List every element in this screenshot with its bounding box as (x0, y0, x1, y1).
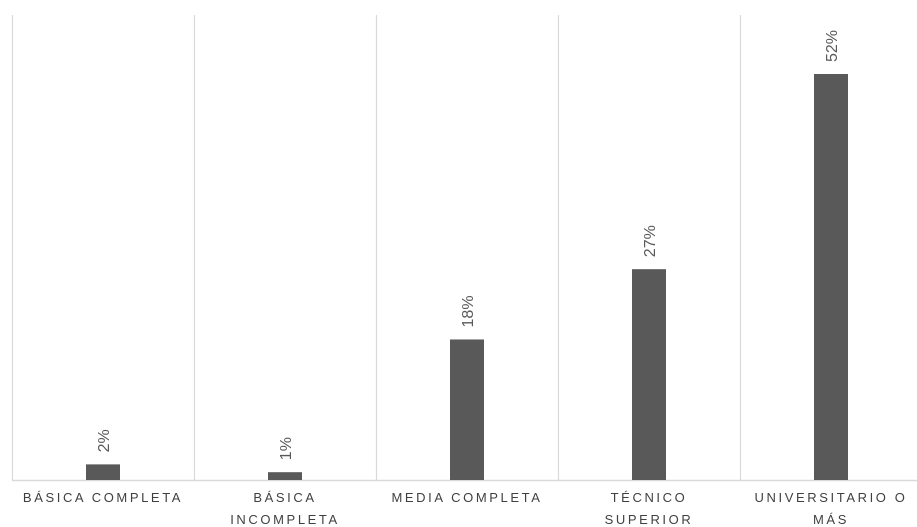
category-label-5-line-1: UNIVERSITARIO O (755, 490, 908, 505)
bar-1 (86, 464, 120, 480)
category-label-2-line-2: INCOMPLETA (230, 512, 340, 527)
bar-5 (814, 74, 848, 480)
bars (86, 74, 848, 480)
data-labels: 2% 1% 18% 27% 52% (96, 30, 841, 460)
category-label-2-line-1: BÁSICA (253, 490, 316, 505)
category-label-4-line-1: TÉCNICO (611, 490, 688, 505)
data-label-1: 2% (96, 429, 113, 452)
category-label-1: BÁSICA COMPLETA (23, 490, 183, 505)
data-label-2: 1% (278, 437, 295, 460)
bar-3 (450, 339, 484, 480)
data-label-4: 27% (642, 225, 659, 257)
data-label-3: 18% (460, 295, 477, 327)
category-label-3: MEDIA COMPLETA (391, 490, 542, 505)
category-labels: BÁSICA COMPLETA BÁSICA INCOMPLETA MEDIA COM… (23, 490, 908, 527)
category-label-5-line-2: MÁS (813, 512, 849, 527)
data-label-5: 52% (824, 30, 841, 62)
category-label-4-line-2: SUPERIOR (605, 512, 694, 527)
bar-4 (632, 269, 666, 480)
bar-2 (268, 472, 302, 480)
gridlines (11, 15, 742, 480)
